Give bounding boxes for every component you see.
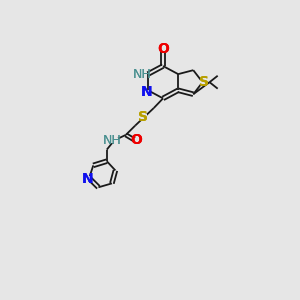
Bar bbox=[140, 114, 146, 119]
Bar bbox=[84, 176, 91, 181]
Bar bbox=[107, 138, 118, 143]
Bar bbox=[133, 138, 139, 143]
Text: N: N bbox=[82, 172, 93, 185]
Text: O: O bbox=[157, 42, 169, 56]
Text: N: N bbox=[82, 172, 93, 185]
Text: N: N bbox=[140, 85, 152, 99]
Bar bbox=[160, 46, 166, 51]
Bar bbox=[136, 72, 147, 77]
Text: O: O bbox=[130, 134, 142, 147]
Text: NH: NH bbox=[132, 68, 151, 81]
Text: NH: NH bbox=[103, 134, 122, 147]
Text: S: S bbox=[138, 110, 148, 124]
Text: S: S bbox=[138, 110, 148, 124]
Text: O: O bbox=[130, 134, 142, 147]
Text: S: S bbox=[199, 75, 208, 89]
Text: O: O bbox=[157, 42, 169, 56]
Bar bbox=[143, 90, 150, 95]
Text: NH: NH bbox=[103, 134, 122, 147]
Bar bbox=[200, 80, 207, 85]
Text: NH: NH bbox=[132, 68, 151, 81]
Text: N: N bbox=[140, 85, 152, 99]
Text: S: S bbox=[199, 75, 208, 89]
